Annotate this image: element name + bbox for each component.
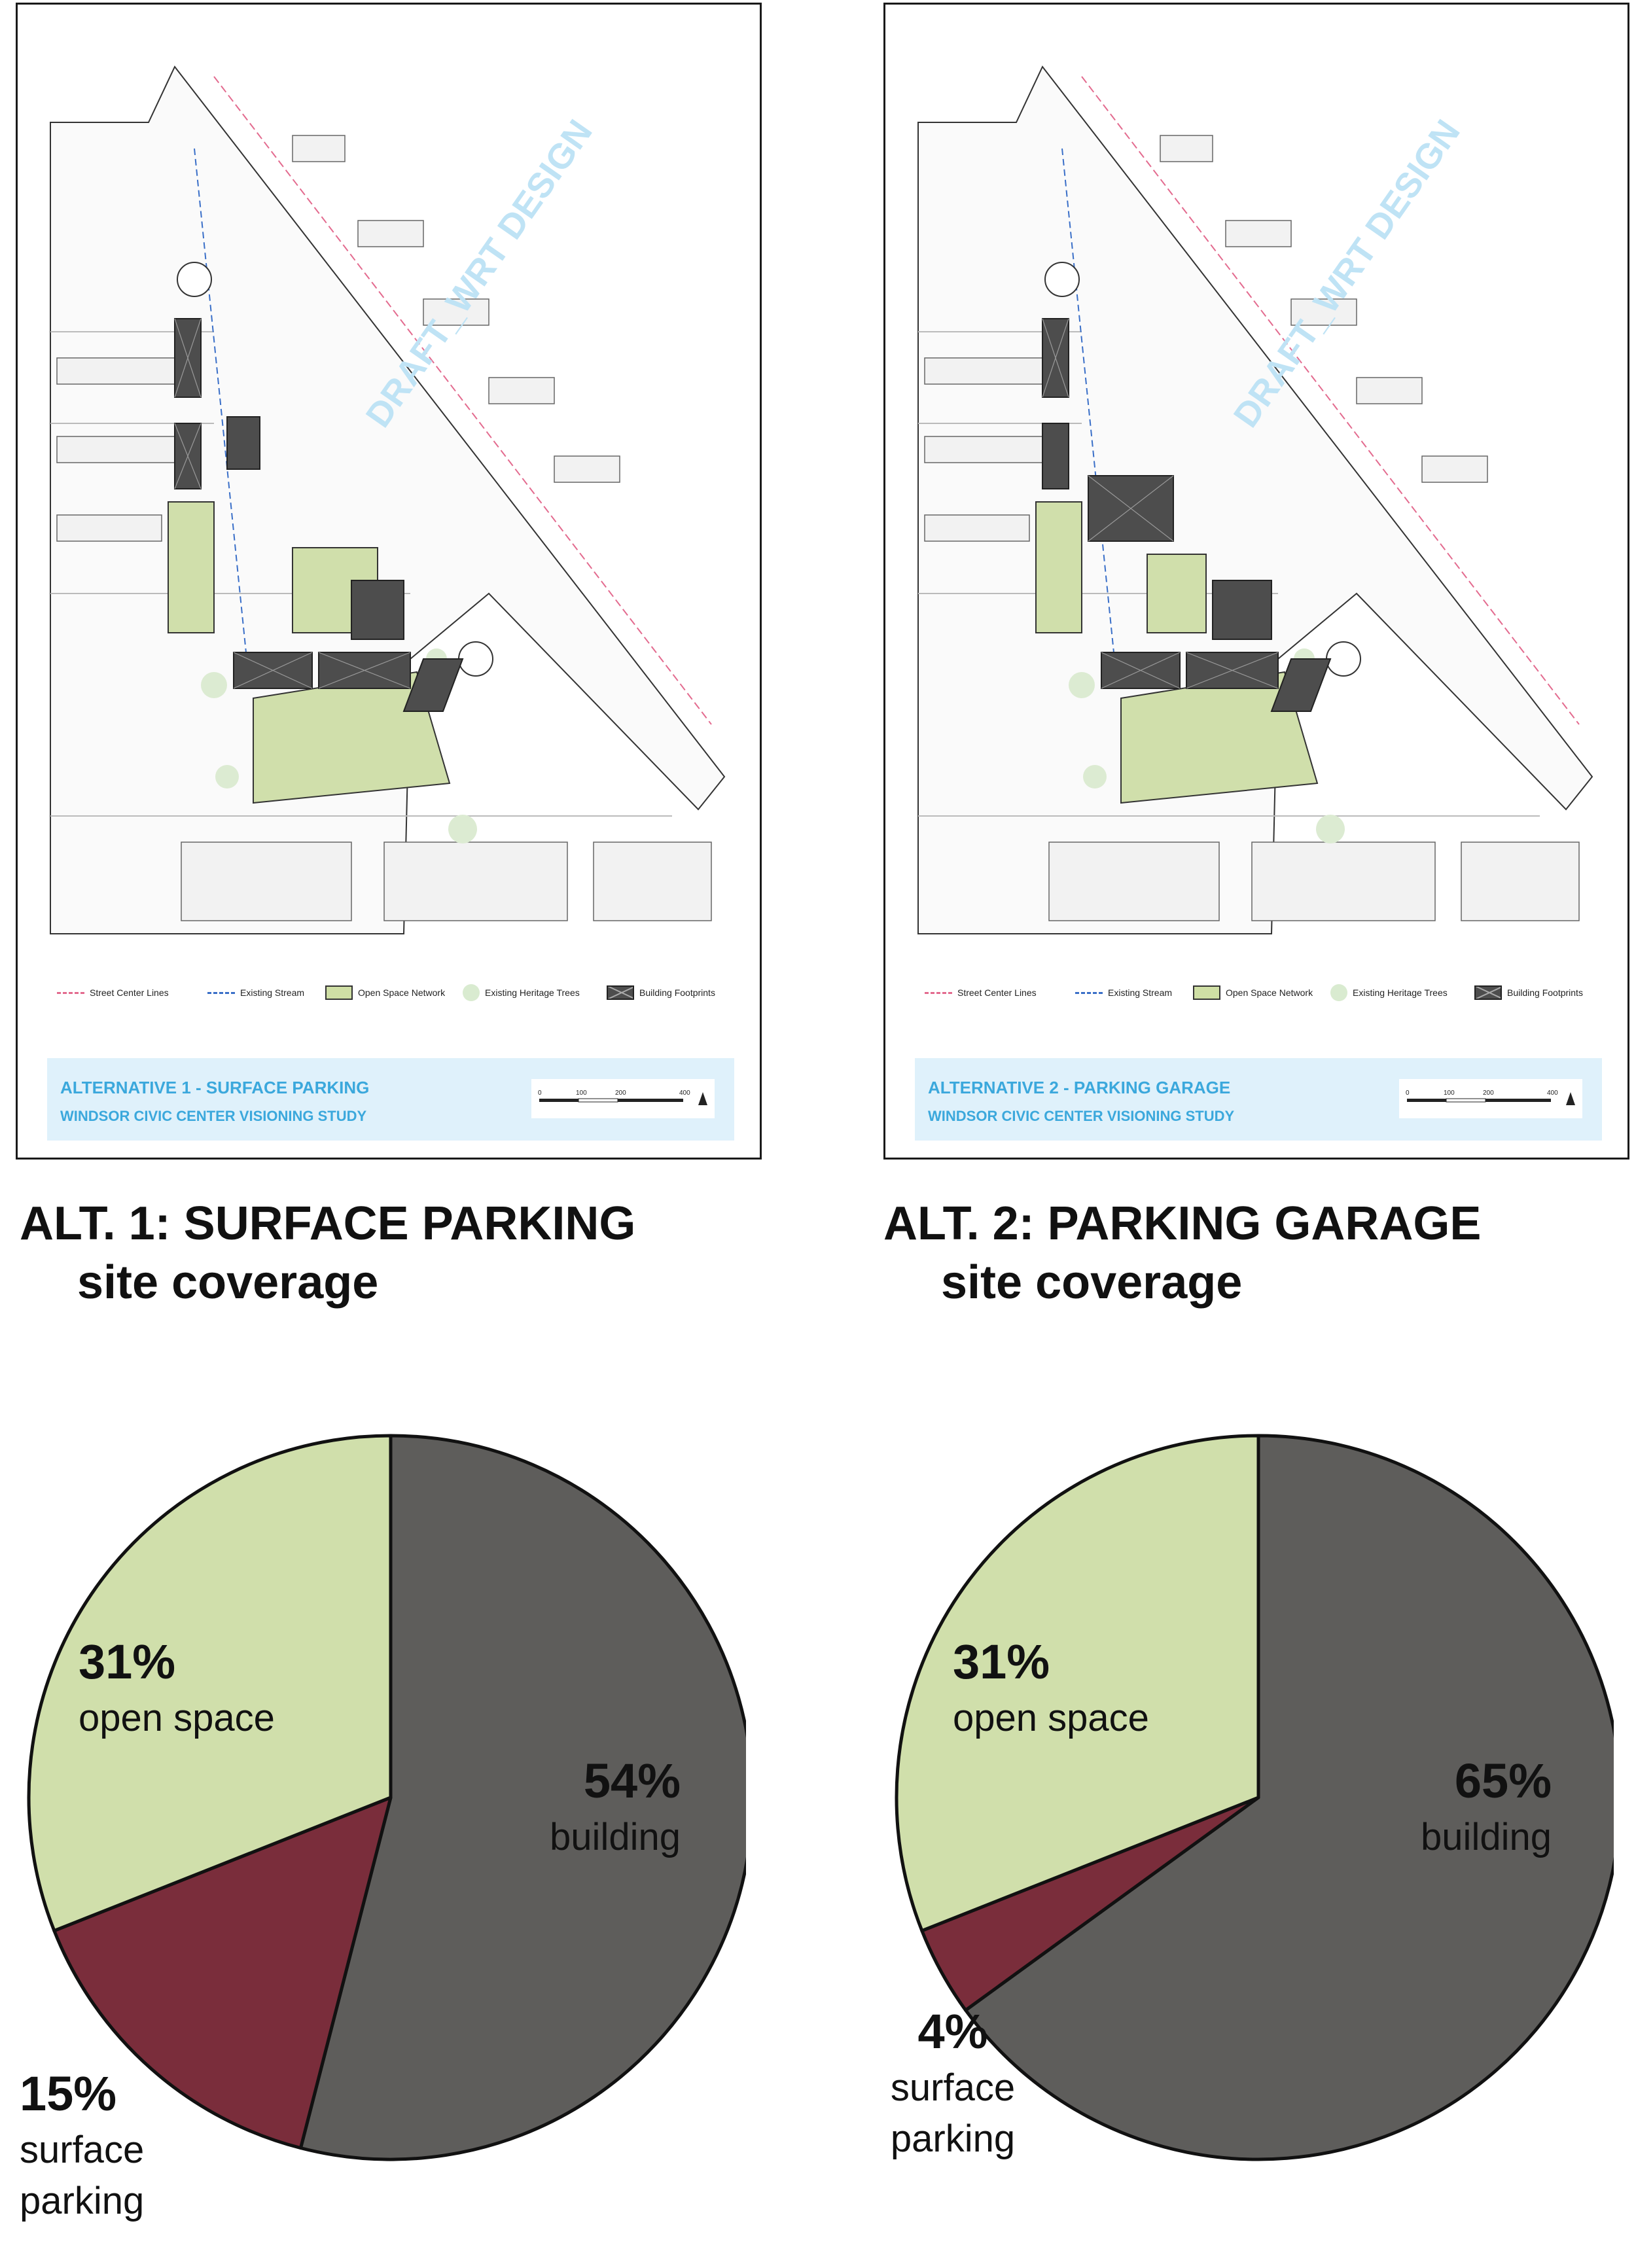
north-arrow-icon (1566, 1092, 1575, 1105)
legend-building-footprints: Building Footprints (607, 980, 715, 1006)
slice-category-label: open space (953, 1697, 1149, 1739)
slice-category-label: parking (891, 2117, 1015, 2160)
map-subtitle: WINDSOR CIVIC CENTER VISIONING STUDY (928, 1108, 1235, 1124)
heading-line-2: site coverage (77, 1256, 379, 1309)
slice-category-label: surface (20, 2129, 144, 2171)
slice-category-label: surface (891, 2066, 1015, 2109)
north-arrow-icon (698, 1092, 707, 1105)
site-plan-map: DRAFT_WRT DESIGN (50, 65, 726, 934)
chart-heading-alt-2: ALT. 2: PARKING GARAGE site coverage (883, 1194, 1481, 1312)
svg-text:0: 0 (538, 1090, 542, 1097)
slice-category-label: parking (20, 2180, 144, 2222)
building-footprint-icon (1474, 985, 1502, 1000)
dashed-line-swatch (57, 991, 84, 994)
legend-existing-heritage-trees: Existing Heritage Trees (1330, 980, 1448, 1006)
tree-icon (463, 984, 480, 1001)
legend-existing-heritage-trees: Existing Heritage Trees (463, 980, 580, 1006)
slice-label-open-space: 31% open space (79, 1635, 275, 1739)
legend-existing-stream: Existing Stream (1075, 980, 1172, 1006)
building-footprint-icon (607, 985, 634, 1000)
slice-percent-label: 4% (918, 2004, 988, 2059)
map-title-block: ALTERNATIVE 2 - PARKING GARAGE WINDSOR C… (915, 1058, 1602, 1141)
pie-chart-svg: 54% building 15% surface parking 31% open spac… (20, 1434, 746, 2222)
open-space-swatch (325, 985, 353, 1000)
slice-percent-label: 54% (584, 1754, 681, 1808)
svg-text:0: 0 (1406, 1090, 1410, 1097)
slice-category-label: building (1421, 1816, 1552, 1858)
slice-label-surface-parking: 4% surface parking (891, 2004, 1015, 2160)
scale-bar: 0 100 200 400 (1399, 1079, 1582, 1118)
svg-text:200: 200 (1483, 1090, 1494, 1097)
map-watermark: DRAFT_WRT DESIGN (1226, 113, 1468, 434)
slice-percent-label: 15% (20, 2066, 116, 2121)
pie-slice-open-space (27, 1434, 393, 1933)
pie-slice-open-space (895, 1434, 1260, 1933)
tree-icon (1330, 984, 1347, 1001)
heading-line-1: ALT. 1: SURFACE PARKING (20, 1197, 636, 1250)
pie-chart-svg: 65% building 4% surface parking 31% open space (891, 1434, 1614, 2161)
map-watermark: DRAFT_WRT DESIGN (359, 113, 600, 434)
map-title: ALTERNATIVE 2 - PARKING GARAGE (928, 1078, 1231, 1097)
site-plan-panel-1: DRAFT_WRT DESIGN Street Center Lines Exi… (16, 3, 762, 1160)
slice-category-label: building (550, 1816, 681, 1858)
slice-percent-label: 65% (1455, 1754, 1552, 1808)
site-plan-panel-2: DRAFT_WRT DESIGN Street Center Lines Exi… (883, 3, 1629, 1160)
legend-open-space-network: Open Space Network (1193, 980, 1313, 1006)
dashed-line-swatch (925, 991, 952, 994)
stream-line-swatch (1075, 991, 1103, 994)
stream-line-swatch (207, 991, 235, 994)
pie-slice-building (298, 1434, 746, 2161)
pie-chart-alt-1: 54% building 15% surface parking 31% open spac… (0, 1426, 746, 2268)
legend-building-footprints: Building Footprints (1474, 980, 1583, 1006)
slice-percent-label: 31% (79, 1635, 175, 1689)
chart-heading-alt-1: ALT. 1: SURFACE PARKING site coverage (20, 1194, 635, 1312)
scale-bar: 0 100 200 400 (531, 1079, 715, 1118)
heading-line-2: site coverage (941, 1256, 1243, 1309)
svg-text:200: 200 (615, 1090, 626, 1097)
svg-text:100: 100 (576, 1090, 587, 1097)
slice-percent-label: 31% (953, 1635, 1050, 1689)
slice-label-building: 54% building (550, 1754, 681, 1858)
open-space-swatch (1193, 985, 1220, 1000)
svg-text:100: 100 (1444, 1090, 1455, 1097)
legend-existing-stream: Existing Stream (207, 980, 304, 1006)
map-subtitle: WINDSOR CIVIC CENTER VISIONING STUDY (60, 1108, 367, 1124)
pie-slice-building (964, 1434, 1614, 2161)
map-legend: Street Center Lines Existing Stream Open… (57, 980, 738, 1006)
map-legend: Street Center Lines Existing Stream Open… (925, 980, 1605, 1006)
slice-label-building: 65% building (1421, 1754, 1552, 1858)
map-title-block: ALTERNATIVE 1 - SURFACE PARKING WINDSOR … (47, 1058, 734, 1141)
slice-category-label: open space (79, 1697, 275, 1739)
map-title: ALTERNATIVE 1 - SURFACE PARKING (60, 1078, 370, 1097)
legend-street-center-lines: Street Center Lines (57, 980, 169, 1006)
slice-label-surface-parking: 15% surface parking (20, 2066, 144, 2222)
svg-text:400: 400 (679, 1090, 690, 1097)
pie-chart-alt-2: 65% building 4% surface parking 31% open space (868, 1426, 1614, 2268)
legend-open-space-network: Open Space Network (325, 980, 445, 1006)
site-plan-map: DRAFT_WRT DESIGN (917, 65, 1593, 934)
legend-street-center-lines: Street Center Lines (925, 980, 1037, 1006)
pie-slice-surface-parking (52, 1796, 393, 2150)
heading-line-1: ALT. 2: PARKING GARAGE (883, 1197, 1482, 1250)
slice-label-open-space: 31% open space (953, 1635, 1149, 1739)
svg-text:400: 400 (1547, 1090, 1558, 1097)
